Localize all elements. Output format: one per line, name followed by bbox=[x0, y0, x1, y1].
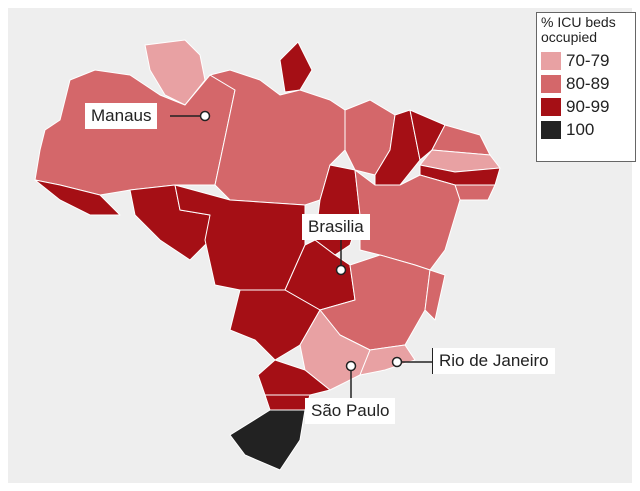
city-dot bbox=[335, 264, 347, 276]
legend-label: 80-89 bbox=[566, 73, 610, 93]
state bbox=[279, 41, 313, 93]
legend-label: 70-79 bbox=[566, 50, 610, 70]
legend-swatch bbox=[541, 120, 561, 139]
city-dot bbox=[391, 356, 403, 368]
city-label: Manaus bbox=[85, 103, 158, 129]
states bbox=[34, 39, 501, 471]
legend: % ICU beds occupied 70-79 80-89 90-99 100 bbox=[536, 12, 636, 162]
city-label: São Paulo bbox=[305, 398, 396, 424]
city-markers bbox=[170, 110, 432, 398]
legend-item: 70-79 bbox=[541, 49, 631, 72]
state bbox=[264, 394, 311, 411]
state bbox=[454, 184, 496, 201]
state bbox=[424, 269, 446, 321]
legend-item: 100 bbox=[541, 118, 631, 141]
legend-swatch bbox=[541, 74, 561, 93]
city-label: Brasilia bbox=[302, 214, 370, 240]
state bbox=[34, 179, 121, 216]
legend-swatch bbox=[541, 97, 561, 116]
legend-label: 100 bbox=[566, 119, 595, 139]
legend-title: % ICU beds occupied bbox=[541, 14, 616, 45]
legend-item: 90-99 bbox=[541, 95, 631, 118]
legend-swatch bbox=[541, 51, 561, 70]
city-dot bbox=[199, 110, 211, 122]
state bbox=[229, 289, 321, 361]
city-label: Rio de Janeiro bbox=[432, 348, 555, 374]
legend-label: 90-99 bbox=[566, 96, 610, 116]
legend-items: 70-79 80-89 90-99 100 bbox=[541, 49, 631, 141]
city-dot bbox=[345, 360, 357, 372]
legend-item: 80-89 bbox=[541, 72, 631, 95]
